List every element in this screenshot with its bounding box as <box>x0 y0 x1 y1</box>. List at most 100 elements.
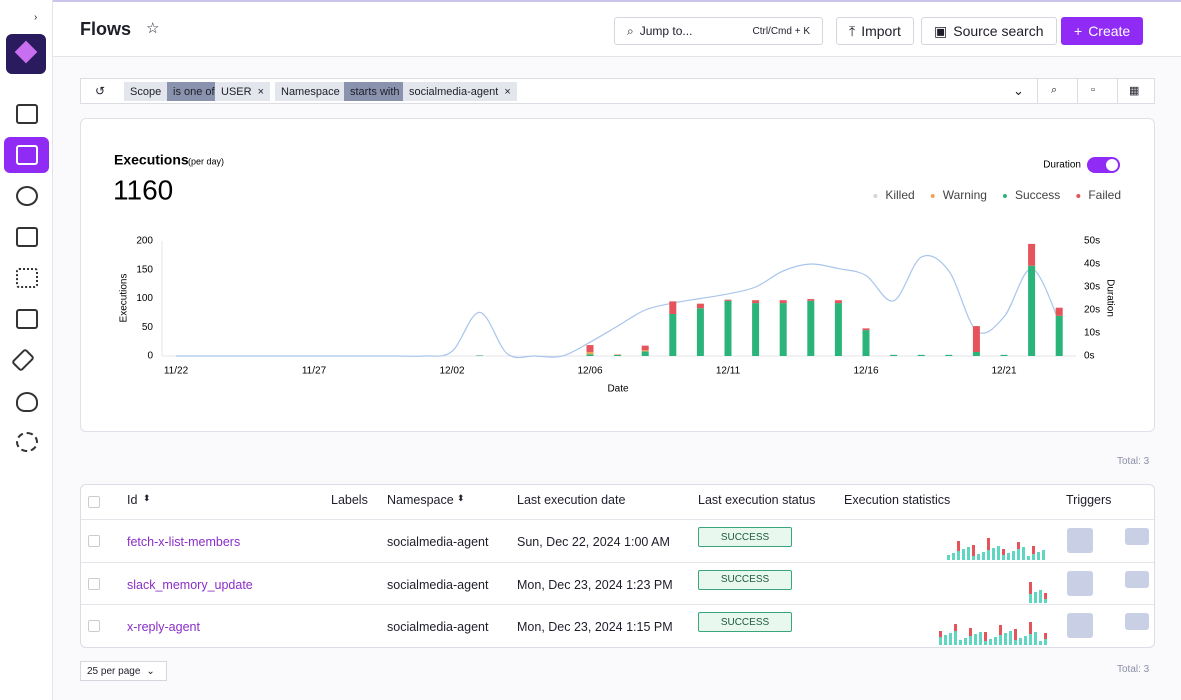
bar-segment <box>945 354 953 356</box>
sparkline-bar <box>1004 633 1007 645</box>
sparkline-bar <box>977 554 980 560</box>
trigger-icon[interactable] <box>1067 528 1093 553</box>
status-badge: SUCCESS <box>698 527 792 547</box>
nav-executions[interactable] <box>16 186 38 206</box>
duration-line <box>176 254 1060 359</box>
y2-tick-label: 0s <box>1084 351 1095 362</box>
settings-icon[interactable]: ▦ <box>1129 85 1140 97</box>
trigger-icon[interactable] <box>1067 613 1093 638</box>
sparkline-bar <box>1002 549 1005 555</box>
top-bar: Flows ☆ ⌕ Jump to... Ctrl/Cmd + K ⤒ Impor… <box>53 0 1181 57</box>
sidebar: › <box>0 0 53 700</box>
shortcut: Ctrl/Cmd + K <box>752 25 810 37</box>
bar-segment <box>641 345 649 351</box>
sparkline-bar <box>1032 554 1035 560</box>
button-label: Import <box>861 23 901 39</box>
sparkline-bar <box>939 631 942 637</box>
bar-segment <box>1055 315 1063 356</box>
sparkline-bar <box>999 625 1002 635</box>
trigger-icon[interactable] <box>1067 570 1093 596</box>
column-header[interactable]: Id <box>127 493 138 507</box>
page-size[interactable]: 25 per page ⌄ <box>80 661 167 681</box>
table-row: slack_memory_update socialmedia-agent Mon,… <box>81 561 1154 605</box>
page-size-text: 25 per page <box>87 665 141 677</box>
legend-label: Failed <box>1088 188 1121 202</box>
sparkline-bar <box>1009 631 1012 645</box>
bar-segment <box>752 300 760 304</box>
bar-segment <box>779 303 787 356</box>
jump-search[interactable]: ⌕ Jump to... Ctrl/Cmd + K <box>614 17 823 45</box>
import-button[interactable]: ⤒ Import <box>836 17 914 45</box>
nav-templates[interactable] <box>16 309 38 329</box>
flow-id[interactable]: fetch-x-list-members <box>127 535 241 549</box>
legend-label: Success <box>1015 188 1060 202</box>
bar-segment <box>917 354 925 356</box>
namespace: socialmedia-agent <box>387 620 489 634</box>
create-button[interactable]: + Create <box>1061 17 1144 45</box>
dropdown[interactable]: ⌄ <box>1013 83 1024 98</box>
x-tick-label: 12/21 <box>991 366 1016 377</box>
bar-segment <box>890 354 898 356</box>
nav-dashboard[interactable] <box>16 104 38 124</box>
trigger-action[interactable] <box>1125 570 1149 588</box>
nav-logs[interactable] <box>16 227 38 247</box>
bar-segment <box>972 326 980 352</box>
history-icon[interactable]: ↺ <box>95 84 106 98</box>
row-checkbox[interactable] <box>88 535 100 547</box>
row-checkbox[interactable] <box>88 620 100 632</box>
select-all[interactable] <box>88 496 100 508</box>
sparkline-bar <box>1024 636 1027 645</box>
y-tick-label: 0 <box>147 351 153 362</box>
sparkline-bar <box>962 549 965 560</box>
row-checkbox[interactable] <box>88 577 100 590</box>
total-count: 1160 <box>113 174 173 205</box>
nav-admin[interactable] <box>16 392 38 412</box>
star[interactable]: ☆ <box>146 20 160 37</box>
bar-segment <box>779 300 787 304</box>
y2-tick-label: 50s <box>1084 236 1100 247</box>
trigger-action[interactable] <box>1125 528 1149 545</box>
search-icon[interactable]: ⌕ <box>1051 84 1058 96</box>
x-tick-label: 11/27 <box>302 366 327 377</box>
sparkline-bar <box>979 632 982 645</box>
filter-bar: ↺ Scope is one of USER × Namespace start… <box>80 78 1155 104</box>
x-tick-label: 12/16 <box>853 366 878 377</box>
sparkline-bar <box>1039 641 1042 645</box>
logo[interactable] <box>6 34 46 74</box>
nav-settings[interactable] <box>16 432 38 452</box>
sparkline-bar <box>1029 593 1032 603</box>
bar-segment <box>641 350 649 352</box>
sort-icon[interactable]: ⬍ <box>143 493 151 503</box>
last-execution-date: Mon, Dec 23, 2024 1:15 PM <box>517 620 673 634</box>
source-search-button[interactable]: ▣ Source search <box>921 17 1057 45</box>
nav-plugins[interactable] <box>10 347 36 373</box>
nav-flows-active[interactable] <box>4 137 49 173</box>
search-text: Jump to... <box>639 24 693 38</box>
expand[interactable]: › <box>34 12 38 23</box>
y2-tick-label: 30s <box>1084 282 1100 293</box>
chart: Executions (per day) 1160 Duration Date … <box>113 152 1121 395</box>
sparkline-bar <box>969 628 972 636</box>
trigger-action[interactable] <box>1125 613 1149 630</box>
bar-segment <box>724 300 732 356</box>
bar-segment <box>752 303 760 356</box>
save-icon[interactable]: ▫ <box>1091 84 1095 96</box>
table-row: fetch-x-list-members socialmedia-agent Sun… <box>81 519 1154 562</box>
flow-id[interactable]: x-reply-agent <box>127 620 200 634</box>
nav-apps[interactable] <box>16 268 38 288</box>
toggle-label: Duration <box>1043 160 1081 171</box>
y-tick-label: 50 <box>142 322 154 333</box>
sparkline-bar <box>952 553 955 560</box>
column-header[interactable]: Namespace <box>387 493 454 507</box>
logo-mark <box>14 40 38 64</box>
sparkline-bar <box>1044 633 1047 639</box>
sort-icon[interactable]: ⬍ <box>457 493 465 503</box>
column-header: Triggers <box>1066 493 1112 507</box>
divider <box>1077 79 1078 103</box>
filter-operator: starts with <box>344 82 406 101</box>
filter-field: Scope <box>124 82 168 101</box>
legend-swatch <box>873 194 878 198</box>
sparkline-bar <box>1037 552 1040 560</box>
flow-id[interactable]: slack_memory_update <box>127 577 253 592</box>
sparkline-bar <box>982 552 985 560</box>
